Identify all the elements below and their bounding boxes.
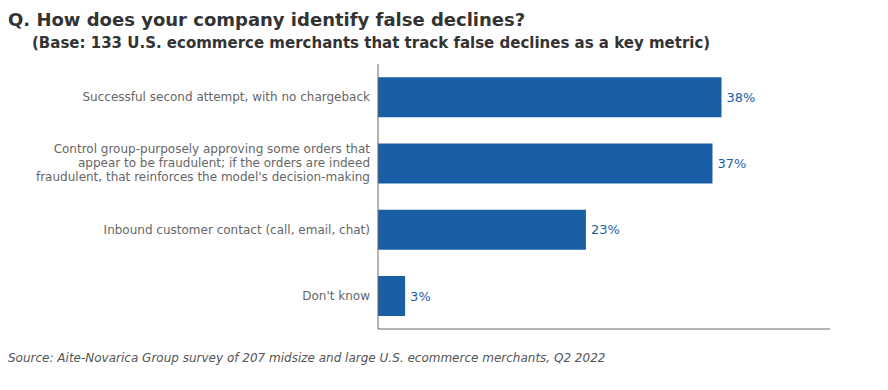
svg-text:Inbound customer contact (call: Inbound customer contact (call, email, c… [104,223,370,237]
svg-text:23%: 23% [591,222,620,237]
html-text:(Base: 133 U.S. ecommerce merc: (Base: 133 U.S. ecommerce merchants that… [32,34,711,52]
svg-text:Don't know: Don't know [302,289,370,303]
svg-text:3%: 3% [410,289,431,304]
html-text:Source: Aite-Novarica Group su: Source: Aite-Novarica Group survey of 20… [8,351,606,365]
svg-text:Control group-purposely approv: Control group-purposely approving some o… [36,142,370,184]
html-text:Q. How does your company ident: Q. How does your company identify false … [8,9,526,30]
svg-text:37%: 37% [717,156,746,171]
svg-text:38%: 38% [727,90,756,105]
svg-text:Successful second attempt, wit: Successful second attempt, with no charg… [82,90,370,104]
